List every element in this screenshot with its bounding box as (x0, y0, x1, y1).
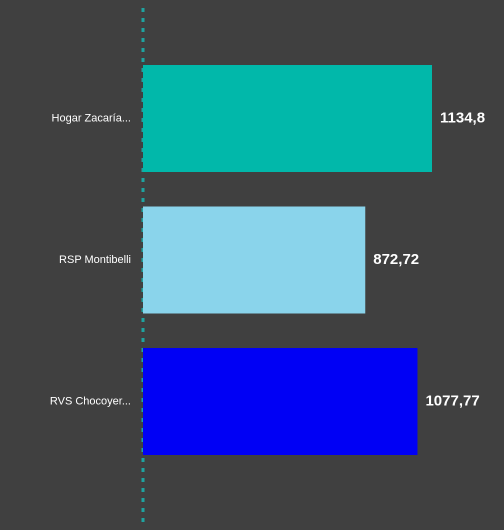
bar (143, 65, 432, 172)
category-label: Hogar Zacaría... (52, 112, 131, 124)
value-label: 1134,8 (440, 109, 485, 126)
bar (143, 206, 366, 314)
category-label: RVS Chocoyer... (50, 395, 131, 407)
category-label: RSP Montibelli (59, 254, 131, 266)
value-label: 872,72 (373, 251, 419, 268)
value-label: 1077,77 (425, 392, 479, 409)
bar (143, 348, 418, 455)
